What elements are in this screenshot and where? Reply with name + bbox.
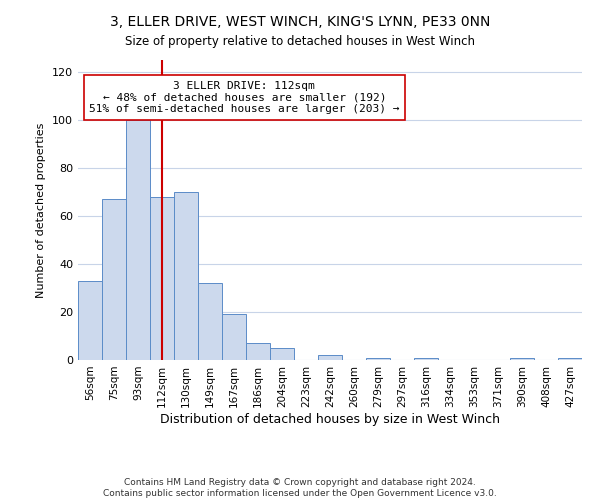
Bar [222, 314, 246, 360]
Bar [510, 358, 534, 360]
Bar [126, 120, 150, 360]
Bar [366, 358, 390, 360]
Bar [198, 283, 222, 360]
Bar [270, 348, 294, 360]
Bar [78, 281, 102, 360]
Bar [558, 358, 582, 360]
Bar [414, 358, 438, 360]
Bar [102, 199, 126, 360]
X-axis label: Distribution of detached houses by size in West Winch: Distribution of detached houses by size … [160, 412, 500, 426]
Text: 3, ELLER DRIVE, WEST WINCH, KING'S LYNN, PE33 0NN: 3, ELLER DRIVE, WEST WINCH, KING'S LYNN,… [110, 15, 490, 29]
Bar [318, 355, 342, 360]
Y-axis label: Number of detached properties: Number of detached properties [37, 122, 46, 298]
Text: Contains HM Land Registry data © Crown copyright and database right 2024.
Contai: Contains HM Land Registry data © Crown c… [103, 478, 497, 498]
Text: Size of property relative to detached houses in West Winch: Size of property relative to detached ho… [125, 35, 475, 48]
Bar [174, 192, 198, 360]
Bar [246, 343, 270, 360]
Bar [150, 197, 174, 360]
Text: 3 ELLER DRIVE: 112sqm
← 48% of detached houses are smaller (192)
51% of semi-det: 3 ELLER DRIVE: 112sqm ← 48% of detached … [89, 81, 400, 114]
